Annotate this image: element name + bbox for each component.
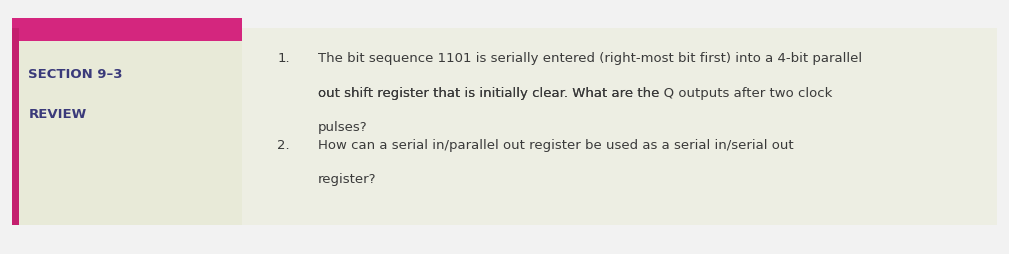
Text: SECTION 9–3: SECTION 9–3 (28, 67, 123, 80)
FancyBboxPatch shape (242, 29, 997, 225)
Text: pulses?: pulses? (318, 121, 367, 134)
Text: The bit sequence 1101 is serially entered (right-most bit first) into a 4-bit pa: The bit sequence 1101 is serially entere… (318, 52, 862, 65)
Text: out shift register that is initially clear. What are the: out shift register that is initially cle… (318, 86, 664, 99)
FancyBboxPatch shape (12, 29, 19, 225)
Text: out shift register that is initially clear. What are the Q outputs after two clo: out shift register that is initially cle… (318, 86, 832, 99)
Text: register?: register? (318, 173, 376, 186)
Text: How can a serial in/parallel out register be used as a serial in/serial out: How can a serial in/parallel out registe… (318, 138, 793, 151)
Text: 2.: 2. (277, 138, 291, 151)
Text: 1.: 1. (277, 52, 291, 65)
Text: out shift register that is initially clear. What are the Q: out shift register that is initially cle… (318, 86, 674, 99)
FancyBboxPatch shape (12, 19, 242, 42)
Text: REVIEW: REVIEW (28, 108, 87, 121)
FancyBboxPatch shape (12, 29, 242, 225)
